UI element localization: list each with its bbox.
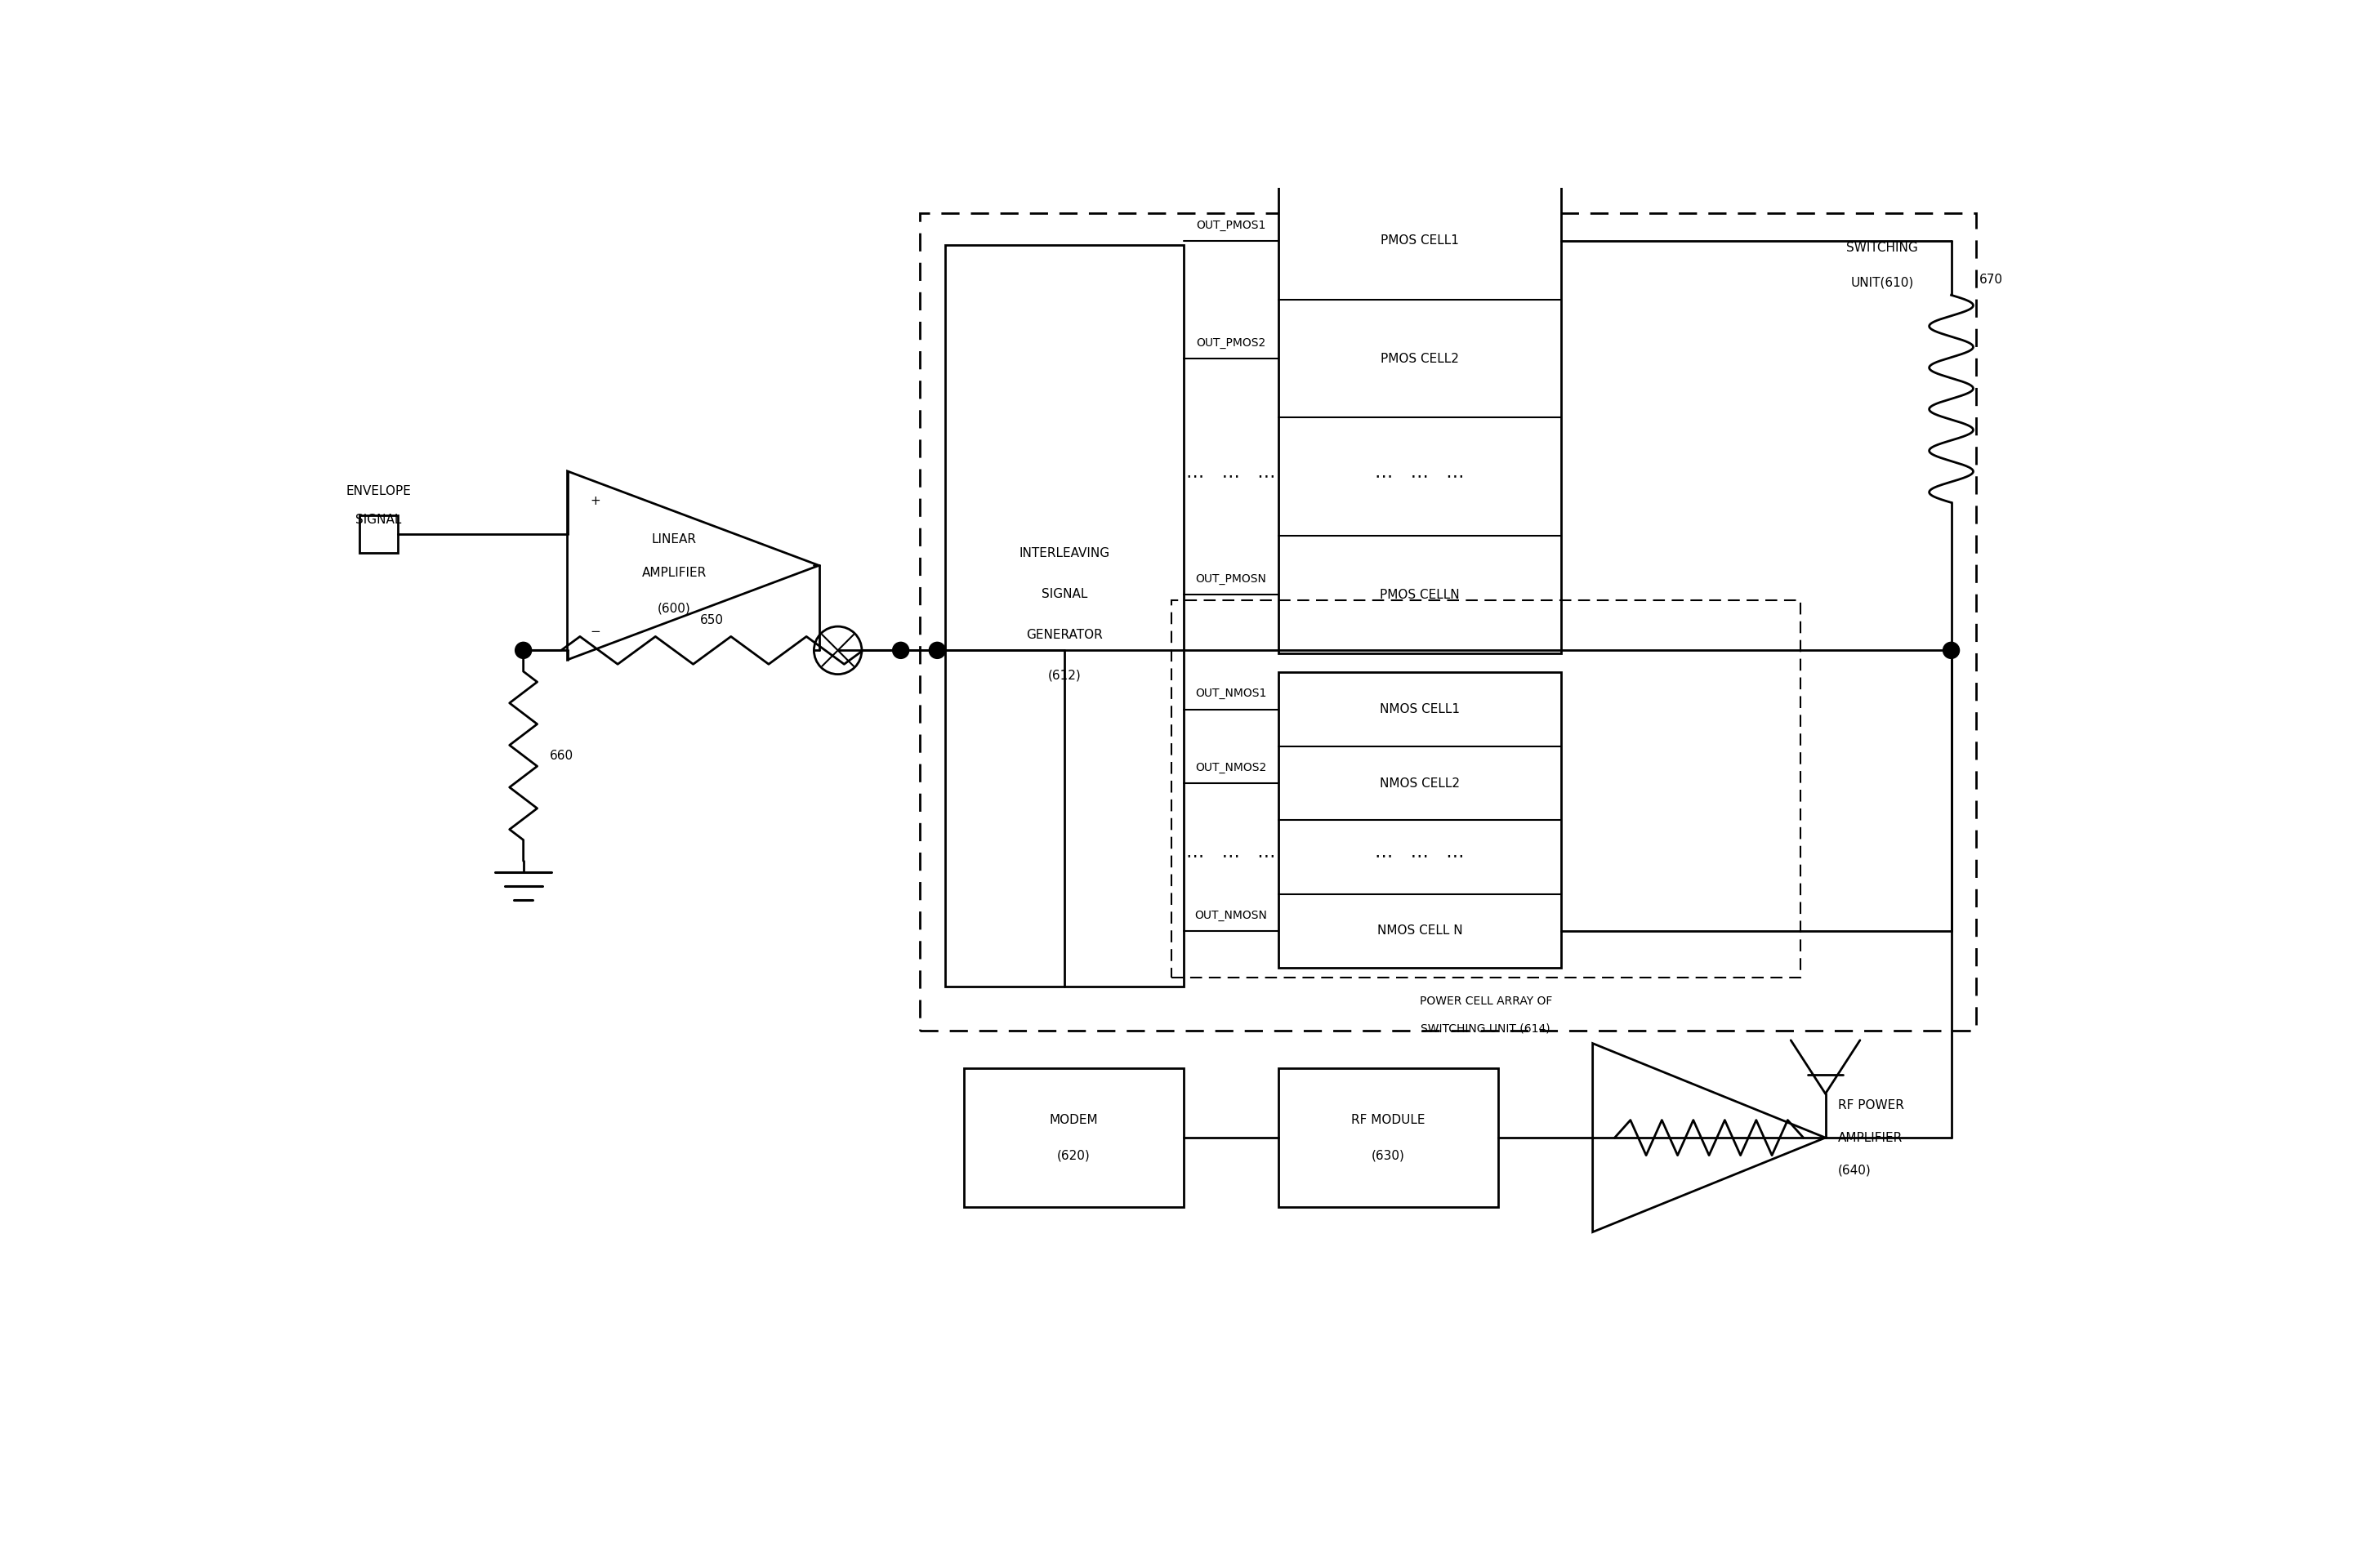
Circle shape [813,627,861,674]
Text: (640): (640) [1838,1165,1871,1176]
Text: PMOS CELL1: PMOS CELL1 [1382,235,1458,246]
Bar [1277,673,1562,967]
Bar [1277,1068,1498,1207]
Bar [944,245,1184,986]
Text: OUT_PMOS1: OUT_PMOS1 [1196,220,1265,230]
Text: PMOS CELLN: PMOS CELLN [1379,588,1460,601]
Text: 650: 650 [699,615,723,626]
Text: OUT_NMOSN: OUT_NMOSN [1194,909,1267,920]
Text: RF POWER: RF POWER [1838,1099,1905,1112]
Text: UNIT(610): UNIT(610) [1850,276,1914,289]
Text: OUT_NMOS1: OUT_NMOS1 [1196,688,1267,699]
Bar [359,516,397,554]
Text: ⋯   ⋯   ⋯: ⋯ ⋯ ⋯ [1187,848,1275,866]
Text: SWITCHING UNIT (614): SWITCHING UNIT (614) [1422,1024,1550,1035]
Text: ⋯   ⋯   ⋯: ⋯ ⋯ ⋯ [1374,469,1465,485]
Text: NMOS CELL N: NMOS CELL N [1377,925,1462,938]
Text: OUT_PMOSN: OUT_PMOSN [1196,574,1267,585]
Polygon shape [1593,1043,1826,1232]
Text: NMOS CELL1: NMOS CELL1 [1379,702,1460,715]
Text: ⋯   ⋯   ⋯: ⋯ ⋯ ⋯ [1187,469,1275,485]
Circle shape [1943,643,1959,659]
Text: SIGNAL: SIGNAL [1042,588,1087,601]
Polygon shape [568,470,818,660]
Text: RF MODULE: RF MODULE [1351,1113,1424,1126]
Text: MODEM: MODEM [1049,1113,1099,1126]
Text: INTERLEAVING: INTERLEAVING [1018,547,1111,560]
Text: 670: 670 [1978,273,2002,285]
Bar [920,213,1976,1030]
Text: +: + [590,495,602,508]
Text: NMOS CELL2: NMOS CELL2 [1379,778,1460,789]
Text: SIGNAL: SIGNAL [357,514,402,527]
Text: SWITCHING: SWITCHING [1845,241,1919,254]
Text: PMOS CELL2: PMOS CELL2 [1382,353,1458,365]
Circle shape [892,643,908,659]
Text: −: − [590,626,602,638]
Circle shape [516,643,533,659]
Text: GENERATOR: GENERATOR [1025,629,1103,641]
Text: (600): (600) [659,602,692,615]
Text: LINEAR: LINEAR [652,533,697,546]
Text: (630): (630) [1372,1149,1405,1162]
Text: (620): (620) [1058,1149,1092,1162]
Text: AMPLIFIER: AMPLIFIER [642,568,706,579]
Text: (612): (612) [1049,670,1082,682]
Bar [963,1068,1184,1207]
Text: OUT_NMOS2: OUT_NMOS2 [1196,762,1267,773]
Circle shape [930,643,946,659]
Text: POWER CELL ARRAY OF: POWER CELL ARRAY OF [1420,996,1553,1007]
Text: OUT_PMOS2: OUT_PMOS2 [1196,337,1265,348]
Text: ⋯   ⋯   ⋯: ⋯ ⋯ ⋯ [1374,848,1465,866]
Text: AMPLIFIER: AMPLIFIER [1838,1132,1902,1143]
Bar [1277,182,1562,654]
Text: ENVELOPE: ENVELOPE [347,485,411,497]
Text: 660: 660 [549,750,573,762]
Bar [1172,601,1800,977]
